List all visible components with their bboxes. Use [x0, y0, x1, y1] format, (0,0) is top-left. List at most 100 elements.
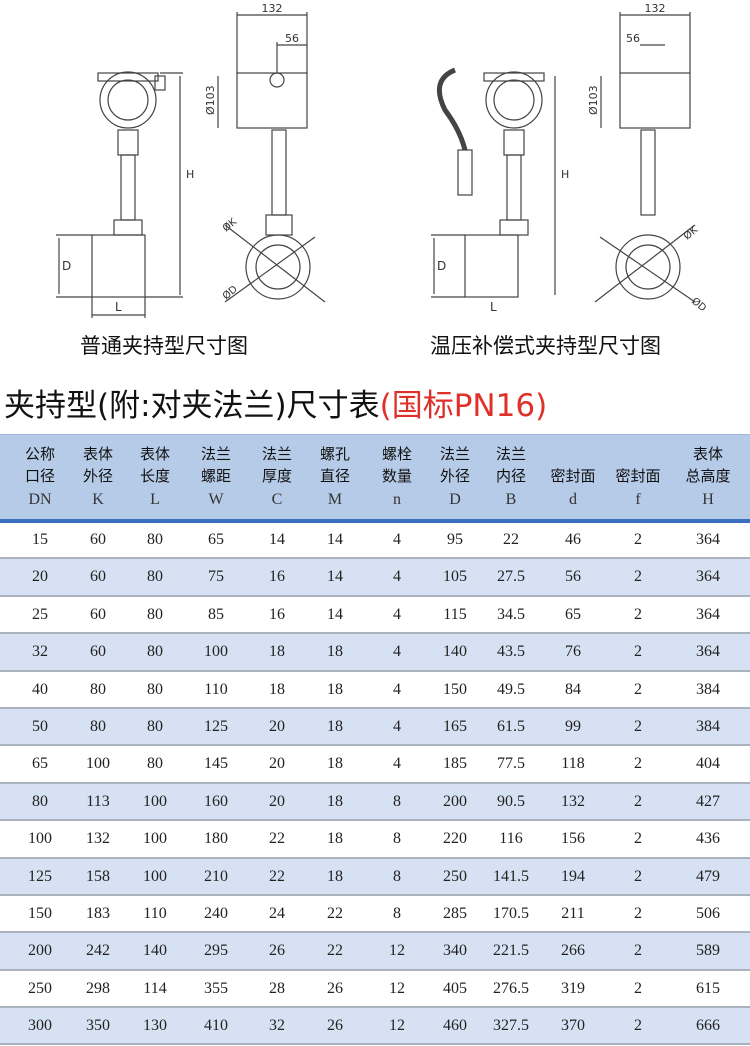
column-header: 螺孔 直径 M	[303, 443, 367, 511]
table-cell: 165	[443, 717, 467, 735]
table-cell: 60	[90, 643, 106, 661]
table-cell: 18	[327, 643, 343, 661]
table-cell: 80	[90, 680, 106, 698]
column-header-sym: d	[569, 491, 577, 508]
table-cell: 2	[634, 680, 642, 698]
column-header-l1: 表体	[692, 445, 723, 463]
table-cell: 436	[696, 830, 720, 848]
table-cell: 2	[634, 568, 642, 586]
table-cell: 479	[696, 867, 720, 885]
table-cell: 80	[147, 531, 163, 548]
table-cell: 589	[696, 942, 720, 960]
table-cell: 18	[327, 755, 343, 773]
page-title: 夹持型(附:对夹法兰)尺寸表(国标PN16)	[4, 380, 547, 425]
table-cell: 130	[143, 1017, 167, 1035]
dim-offset: 56	[285, 32, 299, 45]
table-cell: 4	[393, 717, 401, 735]
table-cell: 160	[204, 792, 228, 810]
table-cell: 20	[269, 755, 285, 773]
table-cell: 211	[561, 904, 585, 922]
column-header-l2: 外径	[82, 467, 113, 485]
table-cell: 76	[565, 643, 581, 661]
table-row: 150 183 110 240 24 22 8 285 170.5 211 2 506	[0, 896, 750, 934]
table-cell: 80	[147, 643, 163, 661]
table-cell: 4	[393, 755, 401, 773]
dim-flange-dia: ØD	[220, 283, 240, 302]
table-cell: 84	[565, 680, 581, 698]
table-cell: 2	[634, 942, 642, 960]
column-header-l2: 长度	[139, 467, 170, 485]
table-cell: 100	[28, 830, 52, 848]
table-cell: 14	[327, 605, 343, 623]
table-cell: 18	[327, 717, 343, 735]
table-cell: 18	[327, 867, 343, 885]
table-cell: 250	[443, 867, 467, 885]
table-cell: 14	[269, 531, 285, 548]
table-cell: 80	[147, 605, 163, 623]
table-cell: 615	[696, 979, 720, 997]
column-header-l1: 表体	[139, 445, 170, 463]
table-cell: 18	[327, 680, 343, 698]
table-cell: 276.5	[493, 979, 529, 997]
table-cell: 340	[443, 942, 467, 960]
table-cell: 80	[147, 717, 163, 735]
table-cell: 2	[634, 755, 642, 773]
column-header-sym: M	[327, 491, 343, 508]
table-cell: 266	[561, 942, 585, 960]
table-cell: 116	[499, 830, 523, 848]
table-cell: 26	[327, 979, 343, 997]
table-cell: 14	[327, 531, 343, 548]
table-cell: 2	[634, 904, 642, 922]
dim-body-dia: ØK	[681, 224, 700, 243]
column-header-sym: n	[393, 491, 401, 508]
table-cell: 410	[204, 1017, 228, 1035]
table-cell: 61.5	[497, 717, 525, 735]
table-cell: 364	[696, 643, 720, 661]
column-header-l1: 法兰	[200, 445, 231, 463]
dimension-table: 15 60 80 65 14 14 4 95 22 46 2 364 20 60 80 75 16 14 4 105 2…	[0, 522, 750, 1046]
column-header-l1: 螺孔	[319, 445, 350, 463]
table-cell: 298	[86, 979, 110, 997]
table-cell: 80	[147, 680, 163, 698]
table-cell: 65	[565, 605, 581, 623]
table-cell: 200	[28, 942, 52, 960]
table-cell: 364	[696, 531, 720, 548]
table-cell: 384	[696, 717, 720, 735]
table-cell: 145	[204, 755, 228, 773]
table-row: 65 100 80 145 20 18 4 185 77.5 118 2 404	[0, 746, 750, 784]
table-cell: 2	[634, 531, 642, 548]
table-cell: 80	[32, 792, 48, 810]
table-cell: 150	[443, 680, 467, 698]
table-cell: 140	[143, 942, 167, 960]
table-cell: 18	[269, 643, 285, 661]
table-cell: 95	[447, 531, 463, 548]
dim-body-dia: ØK	[220, 216, 239, 235]
table-row: 100 132 100 180 22 18 8 220 116 156 2 436	[0, 821, 750, 859]
column-header-l2: 螺距	[200, 467, 231, 485]
table-row: 200 242 140 295 26 22 12 340 221.5 266 2 589	[0, 933, 750, 971]
flange-circle	[245, 234, 311, 300]
table-cell: 8	[393, 904, 401, 922]
table-cell: 56	[565, 568, 581, 586]
table-cell: 34.5	[497, 605, 525, 623]
column-header-l2: 内径	[495, 467, 526, 485]
column-header-sym: K	[92, 491, 104, 508]
table-cell: 370	[561, 1017, 585, 1035]
table-cell: 20	[32, 568, 48, 586]
caption-standard: 普通夹持型尺寸图	[80, 334, 248, 358]
table-cell: 132	[561, 792, 585, 810]
column-header-l2: 厚度	[261, 467, 292, 485]
table-row: 15 60 80 65 14 14 4 95 22 46 2 364	[0, 522, 750, 560]
column-header-l1	[606, 443, 670, 465]
table-cell: 200	[443, 792, 467, 810]
column-header-sym: L	[150, 491, 160, 508]
table-cell: 32	[32, 643, 48, 661]
table-cell: 49.5	[497, 680, 525, 698]
column-header-l1: 法兰	[495, 445, 526, 463]
column-header-sym: H	[702, 491, 714, 508]
dim-height: H	[561, 168, 569, 181]
column-header-l2: 口径	[24, 467, 55, 485]
column-header-sym: DN	[28, 491, 52, 508]
table-cell: 25	[32, 605, 48, 623]
column-header-l2: 数量	[381, 467, 412, 485]
